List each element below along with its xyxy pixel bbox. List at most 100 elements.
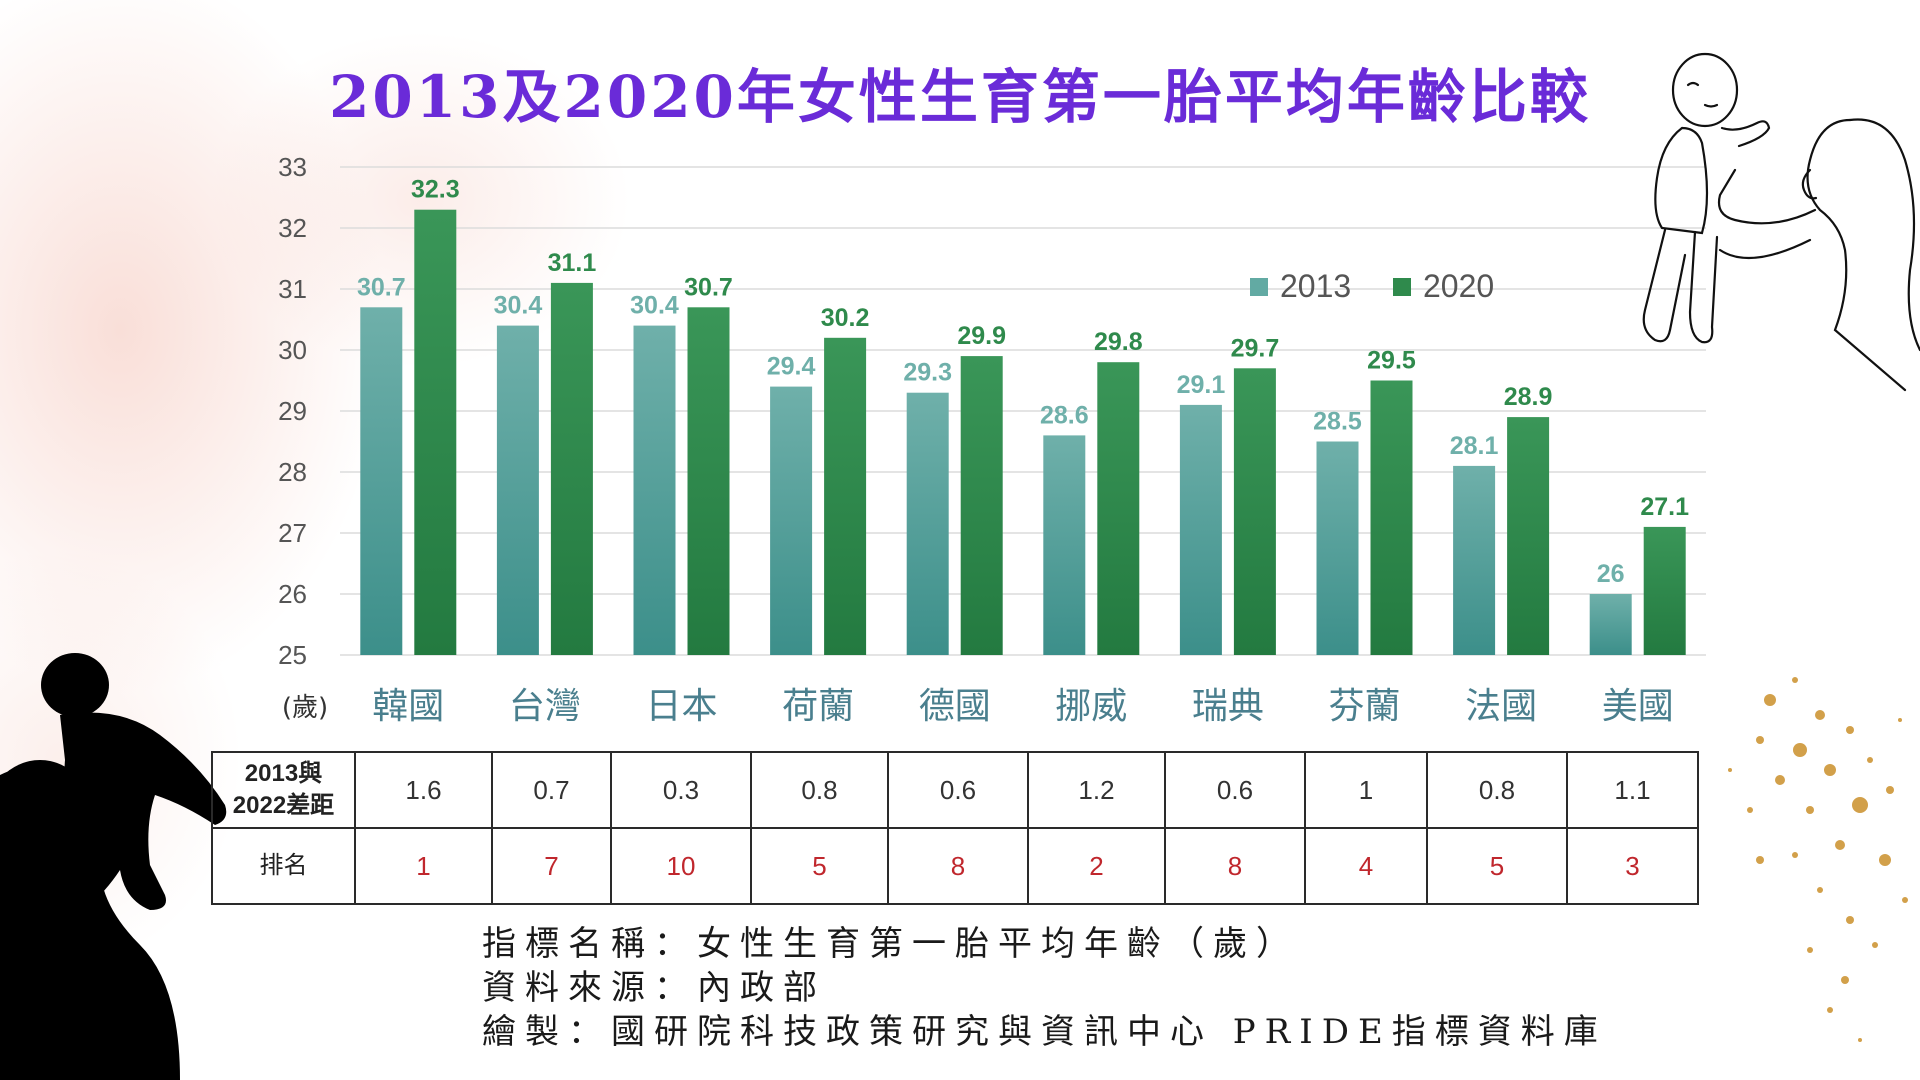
- data-label-2020: 31.1: [548, 249, 597, 277]
- source-notes: 指標名稱：女性生育第一胎平均年齡（歲） 資料來源：內政部 繪製：國研院科技政策研…: [482, 922, 1607, 1054]
- data-label-2020: 29.5: [1367, 347, 1416, 375]
- table-row-difference: 2013與 2022差距 1.6 0.7 0.3 0.8 0.6 1.2 0.6…: [211, 751, 1699, 829]
- x-tick-label: 瑞典: [1192, 686, 1264, 727]
- rank-cell: 1: [354, 827, 493, 905]
- legend-swatch-2013: [1250, 278, 1268, 296]
- diff-cell: 0.8: [750, 751, 889, 829]
- rank-cell: 3: [1566, 827, 1699, 905]
- bar-2013: [906, 392, 949, 655]
- legend-swatch-2020: [1393, 278, 1411, 296]
- data-label-2013: 28.6: [1040, 401, 1089, 429]
- data-label-2013: 30.7: [357, 273, 406, 301]
- difference-row-header: 2013與 2022差距: [211, 751, 356, 829]
- bar-2013: [1179, 404, 1222, 655]
- x-tick-label: 美國: [1602, 686, 1674, 727]
- rank-cell: 10: [610, 827, 752, 905]
- diff-cell: 0.3: [610, 751, 752, 829]
- rank-row-header: 排名: [211, 827, 356, 905]
- data-label-2020: 28.9: [1504, 383, 1553, 411]
- bar-2020: [960, 356, 1003, 655]
- data-label-2020: 29.7: [1231, 334, 1280, 362]
- y-tick-label: 32: [278, 213, 307, 243]
- bar-2013: [1316, 441, 1359, 655]
- x-tick-label: 德國: [919, 686, 991, 727]
- y-tick-label: 28: [278, 457, 307, 487]
- indicator-name-line: 指標名稱：女性生育第一胎平均年齡（歲）: [482, 924, 1299, 964]
- bar-2020: [1370, 380, 1413, 655]
- diff-cell: 0.6: [1164, 751, 1306, 829]
- data-source-line: 資料來源：內政部: [482, 968, 826, 1008]
- y-tick-label: 30: [278, 335, 307, 365]
- rank-cell: 4: [1304, 827, 1428, 905]
- x-tick-label: 台灣: [509, 686, 581, 727]
- bar-2013: [770, 386, 813, 655]
- diff-cell: 1.2: [1027, 751, 1166, 829]
- bar-2013: [633, 325, 676, 655]
- chart-title: 2013及2020年女性生育第一胎平均年齡比較: [329, 63, 1591, 131]
- y-tick-label: 25: [278, 640, 307, 670]
- legend-label-2013: 2013: [1280, 268, 1351, 304]
- legend-label-2020: 2020: [1423, 268, 1494, 304]
- diff-cell: 1: [1304, 751, 1428, 829]
- data-label-2013: 28.5: [1313, 408, 1362, 436]
- data-label-2013: 28.1: [1450, 432, 1499, 460]
- rank-cell: 8: [1164, 827, 1306, 905]
- rank-cell: 8: [887, 827, 1029, 905]
- difference-header-line2: 2022差距: [232, 792, 335, 819]
- data-label-2020: 30.7: [684, 273, 733, 301]
- bar-2013: [360, 307, 403, 655]
- diff-cell: 0.6: [887, 751, 1029, 829]
- diff-cell: 1.6: [354, 751, 493, 829]
- x-tick-label: 日本: [645, 686, 717, 727]
- y-tick-label: 26: [278, 579, 307, 609]
- bar-2020: [824, 337, 867, 655]
- x-tick-label: 韓國: [372, 686, 444, 727]
- drawn-by-line: 繪製：國研院科技政策研究與資訊中心 PRIDE指標資料庫: [482, 1012, 1607, 1052]
- mother-baby-line-art-icon: [1642, 52, 1920, 392]
- data-label-2013: 30.4: [494, 292, 543, 320]
- bar-2013: [496, 325, 539, 655]
- bar-2020: [414, 209, 457, 655]
- y-tick-label: 31: [278, 274, 307, 304]
- bar-2020: [1233, 368, 1276, 655]
- bar-2020: [687, 307, 730, 655]
- bar-2020: [1507, 417, 1550, 655]
- data-label-2020: 32.3: [411, 176, 460, 204]
- data-label-2013: 30.4: [630, 292, 679, 320]
- data-label-2020: 29.9: [957, 322, 1006, 350]
- rank-cell: 5: [1426, 827, 1568, 905]
- y-tick-label: 29: [278, 396, 307, 426]
- data-label-2013: 29.3: [903, 359, 952, 387]
- data-label-2013: 29.4: [767, 353, 816, 381]
- data-label-2020: 30.2: [821, 304, 870, 332]
- bar-2020: [550, 282, 593, 655]
- rank-cell: 2: [1027, 827, 1166, 905]
- x-tick-label: 芬蘭: [1328, 686, 1400, 727]
- x-tick-label: 法國: [1465, 686, 1537, 727]
- x-tick-label: 挪威: [1055, 686, 1127, 727]
- y-tick-label: 33: [278, 152, 307, 182]
- table-row-rank: 排名 1 7 10 5 8 2 8 4 5 3: [211, 827, 1699, 905]
- data-label-2013: 29.1: [1177, 371, 1226, 399]
- difference-header-line1: 2013與: [244, 760, 323, 787]
- y-tick-label: 27: [278, 518, 307, 548]
- rank-cell: 5: [750, 827, 889, 905]
- bar-2013: [1043, 435, 1086, 655]
- bar-2020: [1643, 526, 1686, 655]
- gold-sparkles-icon: [1728, 677, 1908, 1042]
- data-label-2020: 29.8: [1094, 328, 1143, 356]
- bar-2013: [1453, 465, 1496, 655]
- diff-cell: 1.1: [1566, 751, 1699, 829]
- rank-cell: 7: [491, 827, 612, 905]
- mother-baby-silhouette-icon: [0, 653, 227, 1080]
- bar-2020: [1097, 362, 1140, 655]
- bar-2013: [1589, 594, 1632, 655]
- difference-rank-table: 2013與 2022差距 1.6 0.7 0.3 0.8 0.6 1.2 0.6…: [211, 751, 1699, 905]
- diff-cell: 0.8: [1426, 751, 1568, 829]
- data-label-2020: 27.1: [1640, 493, 1689, 521]
- diff-cell: 0.7: [491, 751, 612, 829]
- unit-label: (歲): [282, 693, 328, 723]
- x-tick-label: 荷蘭: [782, 686, 854, 727]
- data-label-2013: 26: [1597, 560, 1625, 588]
